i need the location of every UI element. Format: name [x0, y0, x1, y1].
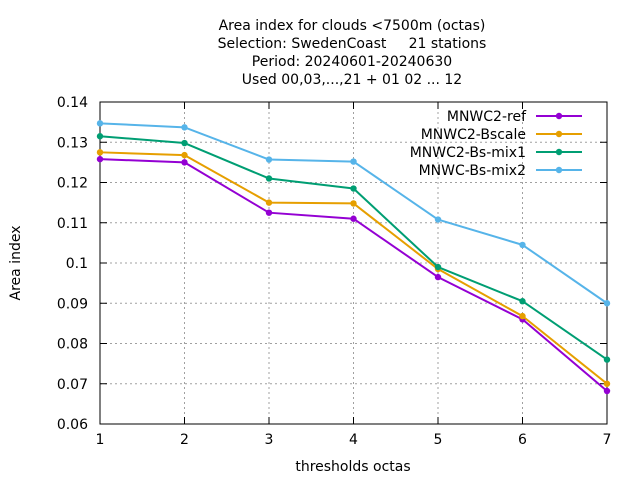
- legend-label: MNWC-Bs-mix2: [419, 163, 526, 179]
- legend-swatch-marker: [555, 130, 563, 138]
- x-axis-label: thresholds octas: [295, 459, 410, 475]
- data-point: [350, 215, 357, 222]
- series: [96, 120, 611, 395]
- data-point: [181, 124, 188, 131]
- data-point: [96, 149, 104, 156]
- data-point: [181, 151, 188, 159]
- x-tick-label: 6: [518, 432, 527, 448]
- data-point: [603, 387, 611, 395]
- x-tick-label: 4: [349, 432, 358, 448]
- y-tick-label: 0.14: [57, 95, 88, 111]
- data-point: [519, 241, 526, 249]
- x-tick-label: 2: [180, 432, 189, 448]
- y-tick-label: 0.1: [66, 256, 88, 272]
- data-point: [603, 300, 611, 307]
- y-tick-label: 0.11: [57, 216, 88, 232]
- y-tick-label: 0.08: [57, 337, 88, 353]
- data-point: [265, 199, 273, 206]
- data-point: [96, 120, 104, 127]
- data-point: [181, 139, 188, 147]
- legend: MNWC2-ref MNWC2-Bscale MNWC2-Bs-mix1 MNWC-B…: [410, 109, 582, 179]
- title-line-3: Period: 20240601-20240630: [252, 54, 452, 70]
- legend-entry-4: MNWC-Bs-mix2: [419, 163, 582, 179]
- x-tick-label: 7: [603, 432, 612, 448]
- data-point: [96, 133, 104, 140]
- axis-ticks: 0.06 0.07 0.08 0.09 0.1 0.11 0.12 0.13 0.14 1 2 3 4 5…: [57, 95, 612, 448]
- x-tick-label: 3: [265, 432, 274, 448]
- legend-label: MNWC2-Bs-mix1: [410, 145, 526, 161]
- data-point: [350, 200, 357, 207]
- data-point: [603, 356, 611, 363]
- legend-entry-2: MNWC2-Bscale: [421, 127, 582, 143]
- y-tick-label: 0.09: [57, 296, 88, 312]
- data-point: [434, 263, 442, 271]
- legend-entry-1: MNWC2-ref: [447, 109, 582, 125]
- chart-title: Area index for clouds <7500m (octas) Sel…: [218, 18, 487, 88]
- y-tick-label: 0.06: [57, 417, 88, 433]
- data-point: [350, 158, 357, 165]
- y-axis-label: Area index: [8, 226, 24, 301]
- data-point: [265, 175, 273, 182]
- legend-swatch-marker: [555, 112, 563, 120]
- y-tick-label: 0.07: [57, 377, 88, 393]
- data-point: [519, 312, 526, 320]
- legend-swatch-marker: [555, 166, 563, 174]
- x-tick-label: 5: [434, 432, 443, 448]
- data-point: [96, 155, 104, 163]
- data-point: [603, 380, 611, 387]
- y-tick-label: 0.13: [57, 135, 88, 151]
- legend-entry-3: MNWC2-Bs-mix1: [410, 145, 582, 161]
- legend-label: MNWC2-ref: [447, 109, 527, 125]
- title-line-2: Selection: SwedenCoast 21 stations: [218, 36, 487, 52]
- data-point: [265, 156, 273, 163]
- data-point: [265, 209, 273, 216]
- title-line-1: Area index for clouds <7500m (octas): [219, 18, 486, 34]
- y-tick-label: 0.12: [57, 176, 88, 192]
- data-point: [350, 185, 357, 192]
- legend-swatch-marker: [555, 148, 563, 156]
- series-3: [96, 133, 611, 363]
- grid: [100, 102, 607, 424]
- series-4: [96, 120, 611, 307]
- data-point: [434, 273, 442, 281]
- legend-label: MNWC2-Bscale: [421, 127, 526, 143]
- data-point: [519, 298, 526, 305]
- data-point: [434, 216, 442, 223]
- x-tick-label: 1: [96, 432, 105, 448]
- title-line-4: Used 00,03,...,21 + 01 02 ... 12: [242, 72, 462, 88]
- data-point: [181, 159, 188, 166]
